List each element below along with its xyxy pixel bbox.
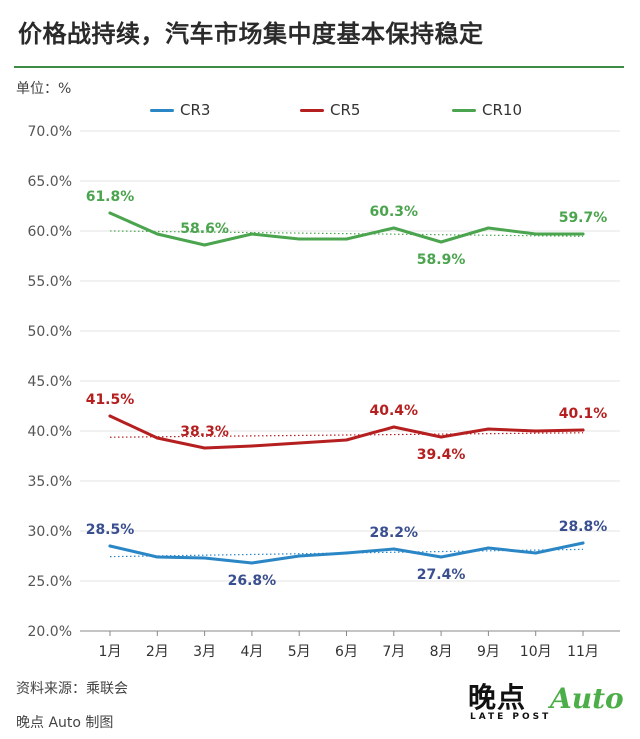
x-tick-label: 9月 xyxy=(477,644,500,660)
x-tick-label: 2月 xyxy=(146,644,169,660)
y-tick-label: 40.0% xyxy=(28,424,72,440)
x-tick-label: 7月 xyxy=(382,644,405,660)
data-label-cr10: 58.9% xyxy=(417,252,466,268)
data-point-cr3 xyxy=(392,547,396,551)
y-tick-label: 35.0% xyxy=(28,474,72,490)
data-point-cr10 xyxy=(108,211,112,215)
data-point-cr3 xyxy=(203,556,207,560)
line-chart: 20.0% 25.0% 30.0% 35.0% 40.0% 45.0% 50.0% 55.0%… xyxy=(28,124,620,660)
y-tick-label: 60.0% xyxy=(28,224,72,240)
legend-item-cr3: CR3 xyxy=(150,101,210,119)
data-point-cr10 xyxy=(534,232,538,236)
data-label-cr5: 39.4% xyxy=(417,447,466,463)
x-tick-label: 5月 xyxy=(288,644,311,660)
y-tick-label: 65.0% xyxy=(28,174,72,190)
data-point-cr5 xyxy=(108,414,112,418)
data-point-cr5 xyxy=(486,427,490,431)
x-tick-label: 1月 xyxy=(99,644,122,660)
data-point-cr5 xyxy=(439,435,443,439)
latepost-auto-logo: 晚点 LATE POST Auto xyxy=(468,676,628,732)
y-tick-label: 70.0% xyxy=(28,124,72,140)
data-point-cr3 xyxy=(439,555,443,559)
legend-swatch-cr10 xyxy=(452,108,476,112)
logo-text-cn: 晚点 xyxy=(468,681,527,714)
x-tick-label: 10月 xyxy=(520,644,552,660)
title-divider xyxy=(14,66,624,68)
x-tick-label: 6月 xyxy=(335,644,358,660)
data-point-cr10 xyxy=(250,232,254,236)
legend-label-cr5: CR5 xyxy=(330,101,361,119)
data-point-cr10 xyxy=(439,240,443,244)
data-label-cr5: 40.1% xyxy=(559,406,608,422)
data-label-cr3: 27.4% xyxy=(417,567,466,583)
data-label-cr10: 61.8% xyxy=(86,189,135,205)
data-point-cr5 xyxy=(155,436,159,440)
data-label-cr10: 60.3% xyxy=(370,204,419,220)
legend-label-cr10: CR10 xyxy=(482,101,522,119)
source-note: 资料来源：乘联会 xyxy=(16,681,128,697)
credit-note: 晚点 Auto 制图 xyxy=(16,715,114,731)
y-tick-label: 50.0% xyxy=(28,324,72,340)
data-label-cr10: 59.7% xyxy=(559,210,608,226)
data-label-cr3: 28.5% xyxy=(86,522,135,538)
logo-text-auto: Auto xyxy=(550,682,624,715)
data-label-cr10: 58.6% xyxy=(180,221,229,237)
legend-swatch-cr3 xyxy=(150,108,174,112)
data-point-cr10 xyxy=(345,237,348,241)
x-tick-label: 4月 xyxy=(240,644,263,660)
x-tick-label: 8月 xyxy=(430,644,453,660)
legend-label-cr3: CR3 xyxy=(180,101,211,119)
data-point-cr10 xyxy=(486,226,490,230)
trendline-cr5 xyxy=(109,432,584,438)
data-point-cr5 xyxy=(297,441,301,445)
chart-title: 价格战持续，汽车市场集中度基本保持稳定 xyxy=(18,20,484,48)
data-point-cr5 xyxy=(250,444,254,448)
data-point-cr5 xyxy=(581,428,585,432)
data-point-cr10 xyxy=(155,232,159,236)
data-point-cr5 xyxy=(345,438,348,442)
data-point-cr3 xyxy=(250,561,254,565)
data-point-cr3 xyxy=(155,555,159,559)
logo-text-en: LATE POST xyxy=(470,712,552,722)
data-label-cr3: 28.2% xyxy=(370,525,419,541)
y-tick-label: 55.0% xyxy=(28,274,72,290)
legend-swatch-cr5 xyxy=(300,108,324,112)
data-point-cr3 xyxy=(345,551,348,555)
data-point-cr10 xyxy=(297,237,301,241)
data-point-cr3 xyxy=(108,544,112,548)
y-tick-label: 25.0% xyxy=(28,574,72,590)
data-label-cr3: 28.8% xyxy=(559,519,608,535)
y-tick-label: 45.0% xyxy=(28,374,72,390)
legend-item-cr10: CR10 xyxy=(452,101,522,119)
data-point-cr10 xyxy=(392,226,396,230)
y-tick-label: 20.0% xyxy=(28,624,72,640)
data-label-cr5: 41.5% xyxy=(86,392,135,408)
data-label-cr5: 40.4% xyxy=(370,403,419,419)
data-label-cr3: 26.8% xyxy=(228,573,277,589)
data-point-cr3 xyxy=(581,541,585,545)
x-tick-label: 11月 xyxy=(567,644,599,660)
data-point-cr3 xyxy=(297,554,301,558)
y-tick-label: 30.0% xyxy=(28,524,72,540)
unit-label: 单位：% xyxy=(16,81,72,97)
data-point-cr5 xyxy=(392,425,396,429)
data-point-cr3 xyxy=(486,546,490,550)
data-point-cr10 xyxy=(203,243,207,247)
data-point-cr10 xyxy=(581,232,585,236)
x-tick-label: 3月 xyxy=(193,644,216,660)
data-point-cr3 xyxy=(534,551,538,555)
data-label-cr5: 38.3% xyxy=(180,424,229,440)
trendline-cr10 xyxy=(109,230,584,237)
data-point-cr5 xyxy=(203,446,207,450)
legend-item-cr5: CR5 xyxy=(300,101,360,119)
data-point-cr5 xyxy=(534,429,538,433)
